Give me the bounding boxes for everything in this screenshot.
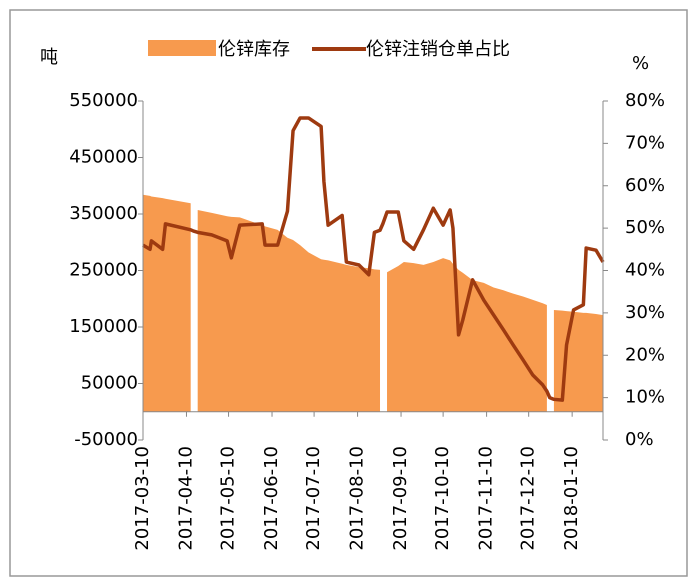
y-tick-label: 350000: [69, 203, 138, 224]
legend-swatch-area: [148, 40, 216, 56]
x-tick-label: 2017-03-10: [132, 446, 153, 551]
x-tick-label: 2017-10-10: [432, 446, 453, 551]
x-tick-label: 2017-08-10: [347, 446, 368, 551]
x-tick-label: 2017-09-10: [390, 446, 411, 551]
x-tick-label: 2017-07-10: [303, 446, 324, 551]
y-tick-label: 150000: [69, 316, 138, 337]
right-axis-label: %: [632, 53, 649, 74]
line: [142, 116, 605, 402]
area: [143, 194, 603, 412]
left-axis-label: 吨: [40, 47, 58, 68]
x-tick-label: 2018-01-10: [561, 446, 582, 551]
y-tick-label: 450000: [69, 147, 138, 168]
x-tick-label: 2017-04-10: [175, 446, 196, 551]
x-tick-label: 2017-05-10: [218, 446, 239, 551]
legend-label: 伦锌库存: [218, 39, 290, 60]
y2-tick-label: 60%: [625, 175, 665, 196]
x-tick-label: 2017-06-10: [261, 446, 282, 551]
y2-tick-label: 0%: [625, 429, 654, 450]
y-tick-label: 550000: [69, 90, 138, 111]
y2-tick-label: 50%: [625, 217, 665, 238]
y-tick-label: 250000: [69, 260, 138, 281]
y-tick-label: 50000: [81, 373, 138, 394]
y2-tick-label: 20%: [625, 344, 665, 365]
y2-tick-label: 10%: [625, 387, 665, 408]
y2-tick-label: 30%: [625, 302, 665, 323]
y-tick-label: -50000: [74, 429, 138, 450]
legend-label: 伦锌注销仓单占比: [366, 39, 510, 60]
y2-tick-label: 80%: [625, 90, 665, 111]
x-tick-label: 2017-12-10: [518, 446, 539, 551]
y2-tick-label: 70%: [625, 132, 665, 153]
y2-tick-label: 40%: [625, 260, 665, 281]
x-tick-label: 2017-11-10: [476, 446, 497, 551]
